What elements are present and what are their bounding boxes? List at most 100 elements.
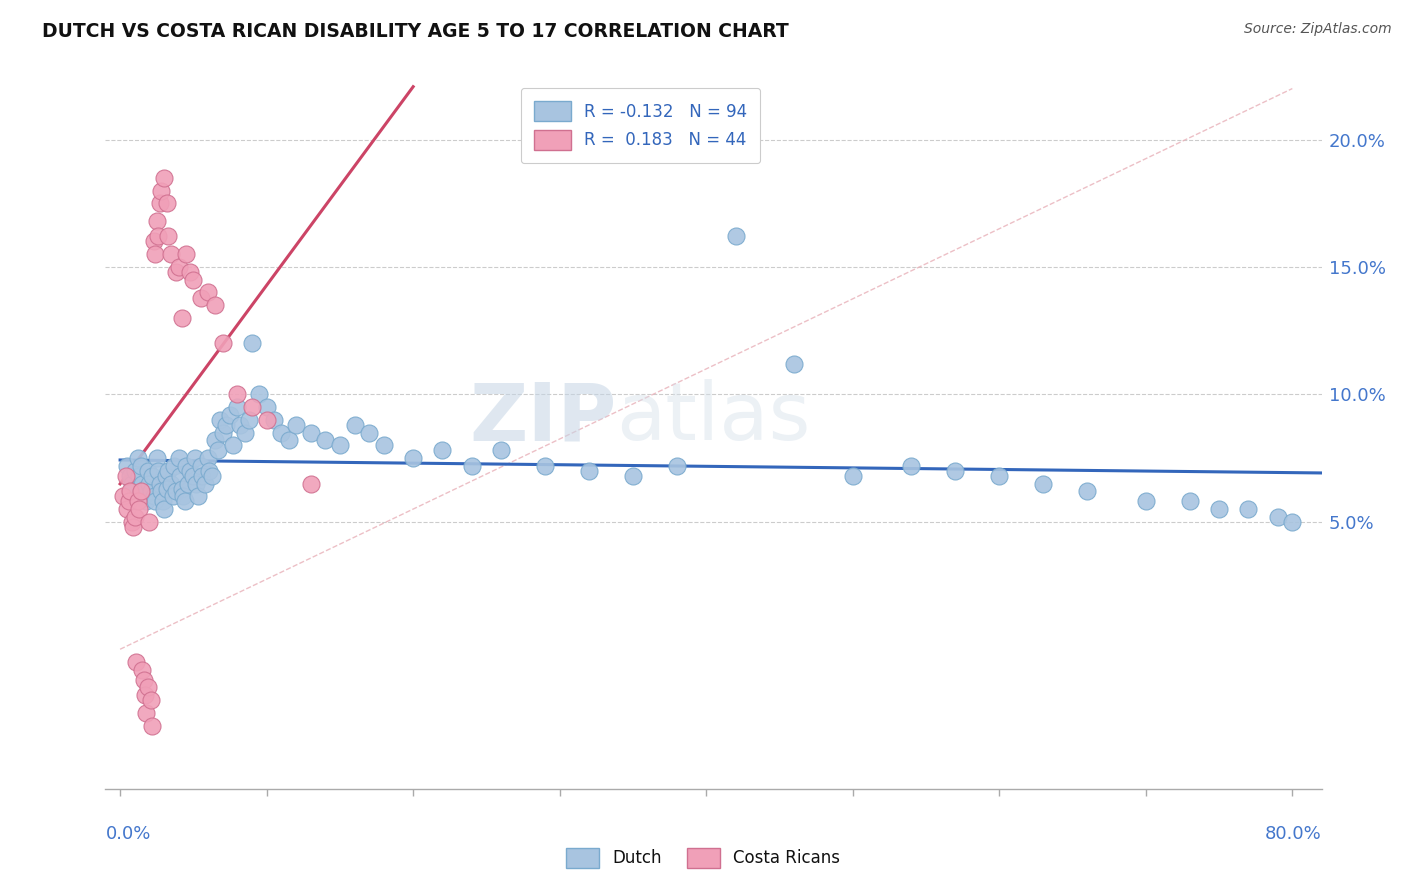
Point (201, 469, 224, 483)
Legend: R = -0.132   N = 94, R =  0.183   N = 44: R = -0.132 N = 94, R = 0.183 N = 44 (520, 87, 761, 163)
Point (198, 464, 221, 478)
Point (167, 451, 190, 466)
Point (314, 434, 336, 448)
Point (256, 413, 278, 427)
Point (226, 387, 249, 401)
Point (783, 357, 806, 371)
Point (165, 484, 187, 499)
Point (176, 476, 198, 491)
Point (148, 229, 170, 244)
Point (238, 413, 260, 427)
Point (120, 484, 142, 499)
Point (142, 235, 165, 249)
Point (489, 443, 512, 458)
Point (186, 476, 208, 491)
Point (117, 458, 139, 473)
Point (461, 458, 484, 473)
Point (136, 464, 159, 478)
Point (141, 719, 163, 733)
Point (247, 387, 270, 401)
Point (112, 489, 135, 503)
Point (222, 438, 245, 452)
Point (277, 434, 299, 448)
Point (578, 464, 600, 478)
Point (174, 458, 197, 473)
Point (190, 291, 212, 305)
Point (143, 494, 166, 508)
Point (179, 265, 201, 279)
Point (233, 425, 256, 440)
Point (142, 489, 165, 503)
Point (183, 469, 205, 483)
Point (1135, 494, 1157, 508)
Point (134, 688, 156, 702)
Point (299, 476, 322, 491)
Point (299, 425, 322, 440)
Point (118, 494, 141, 508)
Point (197, 451, 219, 466)
Point (214, 417, 236, 432)
Point (135, 706, 157, 720)
Point (208, 413, 231, 427)
Point (1237, 502, 1260, 516)
Point (153, 502, 176, 516)
Point (148, 464, 170, 478)
Point (117, 502, 139, 516)
Point (156, 482, 179, 496)
Point (121, 515, 143, 529)
Point (162, 489, 184, 503)
Point (842, 469, 865, 483)
Point (1208, 502, 1230, 516)
Point (197, 285, 219, 300)
Point (120, 469, 142, 483)
Point (127, 494, 149, 508)
Point (373, 438, 395, 452)
Point (160, 247, 183, 261)
Point (128, 469, 150, 483)
Point (138, 476, 160, 491)
Point (132, 489, 155, 503)
Point (1281, 515, 1303, 529)
Point (329, 438, 352, 452)
Point (1032, 476, 1054, 491)
Point (432, 443, 454, 458)
Y-axis label: Disability Age 5 to 17: Disability Age 5 to 17 (0, 351, 7, 515)
Point (943, 464, 966, 478)
Text: Source: ZipAtlas.com: Source: ZipAtlas.com (1244, 22, 1392, 37)
Point (270, 425, 292, 440)
Point (122, 520, 145, 534)
Point (172, 489, 194, 503)
Point (129, 458, 152, 473)
Point (127, 451, 149, 466)
Point (229, 417, 252, 432)
Point (1178, 494, 1201, 508)
Point (132, 673, 155, 687)
Point (155, 469, 177, 483)
Point (724, 229, 747, 244)
Point (665, 458, 688, 473)
Point (131, 663, 153, 677)
Point (139, 484, 162, 499)
Point (121, 476, 143, 491)
Point (263, 413, 285, 427)
Point (153, 170, 176, 185)
Text: DUTCH VS COSTA RICAN DISABILITY AGE 5 TO 17 CORRELATION CHART: DUTCH VS COSTA RICAN DISABILITY AGE 5 TO… (42, 22, 789, 41)
Text: 80.0%: 80.0% (1265, 825, 1322, 843)
Point (131, 476, 153, 491)
Point (240, 336, 263, 351)
Point (170, 310, 193, 325)
Point (124, 464, 146, 478)
Point (204, 298, 226, 312)
Point (1076, 484, 1098, 499)
Point (190, 458, 212, 473)
Point (134, 482, 156, 496)
Point (170, 482, 193, 496)
Point (163, 458, 186, 473)
Point (169, 469, 191, 483)
Point (173, 494, 195, 508)
Point (141, 469, 163, 483)
Point (900, 458, 922, 473)
Point (145, 451, 167, 466)
Point (174, 247, 197, 261)
Point (157, 229, 180, 244)
